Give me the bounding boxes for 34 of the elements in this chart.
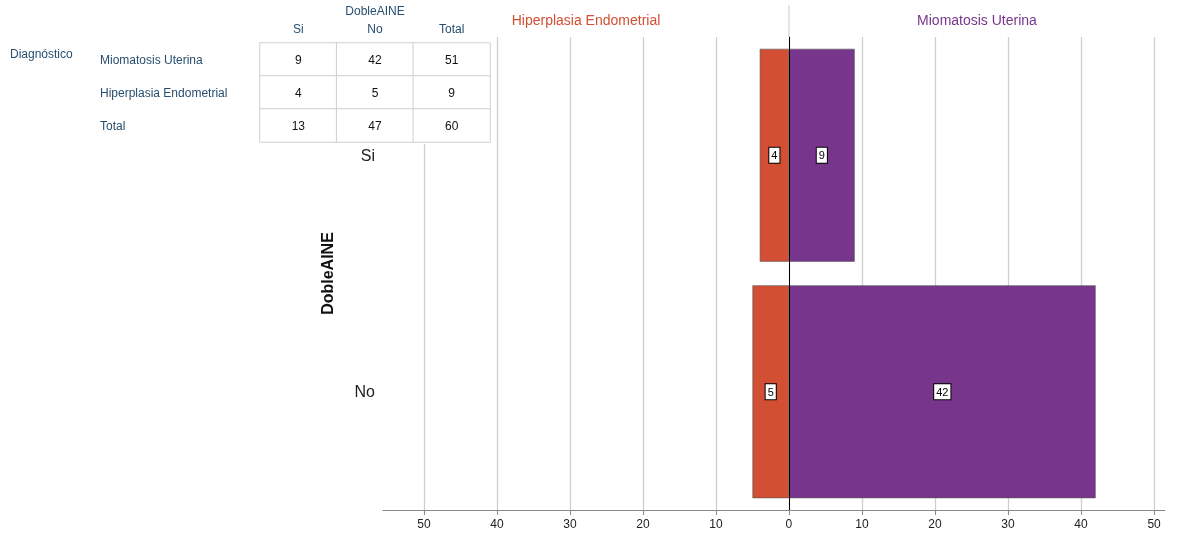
x-tick-label: Total [438,22,465,36]
y-tick-label: Miomatosis Uterina [100,52,204,67]
data-label: 4 [771,149,778,162]
data-label: 4 [294,85,302,100]
x-tick-label: 50 [417,517,431,531]
y-tick-label: Hiperplasia Endometrial [100,85,228,100]
data-label: 51 [444,52,459,67]
data-label: 47 [368,118,382,133]
data-label: 42 [368,52,382,67]
x-tick-label: 50 [1147,517,1162,531]
data-label: 42 [936,385,949,398]
x-tick-label: 30 [1001,517,1016,531]
text: Hiperplasia Endometrial [511,12,661,28]
x-tick-label: 0 [785,517,793,531]
text: Miomatosis Uterina [917,12,1038,28]
x-tick-label: 40 [1074,517,1089,531]
x-tick-label: 20 [928,517,942,531]
data-label: 9 [448,85,456,100]
x-tick-label: Si [293,22,304,36]
y-tick-label: Total [100,118,126,133]
x-tick-label: 30 [563,517,577,531]
data-label: 60 [444,118,459,133]
data-label: 5 [767,385,774,398]
y-axis-title: Diagnóstico [10,46,74,61]
data-label: 13 [291,118,306,133]
data-label: 9 [818,149,825,162]
data-label: 5 [371,85,379,100]
x-tick-label: 10 [709,517,723,531]
x-tick-label: 40 [490,517,504,531]
x-axis-title: DobleAINE [345,4,405,18]
y-axis-title: DobleAINE [318,231,336,315]
x-tick-label: 20 [636,517,650,531]
data-label: 9 [294,52,302,67]
x-tick-label: 10 [855,517,869,531]
